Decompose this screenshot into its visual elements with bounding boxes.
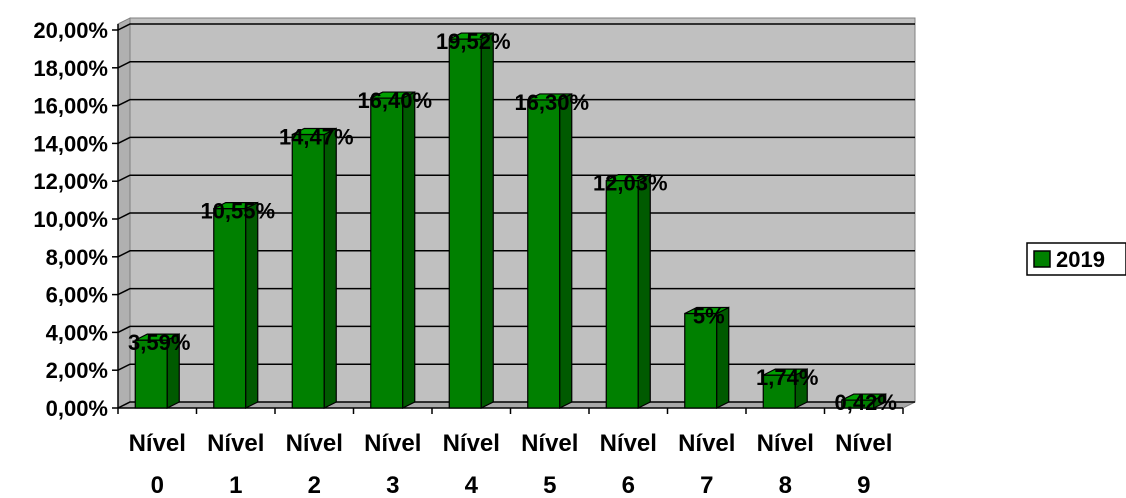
data-label: 10,55% [200,199,275,224]
x-tick-label: Nível 5 [521,430,578,498]
bar [134,333,180,409]
y-tick-label: 0,00% [46,396,108,421]
data-label: 3,59% [128,330,190,355]
y-axis: 0,00% 2,00% 4,00% 6,00% 8,00% 10,00% 12,00% 14,… [33,18,119,421]
y-tick-label: 14,00% [33,131,108,156]
bar-front [527,99,561,409]
x-tick-label: Nível 3 [364,430,421,498]
data-label: 5% [693,304,725,329]
gridline [117,98,915,107]
bar-side [323,127,337,409]
y-tick-label: 4,00% [46,320,108,345]
bar-top [527,93,573,101]
bar-top [134,333,180,341]
y-tick-label: 10,00% [33,207,108,232]
bar [448,32,494,409]
bar [291,127,337,409]
bar-side [245,201,259,409]
bar [841,393,887,409]
data-label: 16,30% [514,90,589,115]
y-tick-label: 12,00% [33,169,108,194]
gridline [117,61,915,69]
bar-top [213,202,259,210]
bar [370,91,416,409]
bar-front [213,208,247,409]
bar [684,306,730,409]
x-tick-label: Nível 4 [443,430,500,498]
bar [527,92,573,409]
bar-front [370,97,404,409]
gridline [117,363,915,371]
bar-top [448,32,494,40]
bar-top [684,306,730,315]
bar-top [762,368,808,376]
bar-front [762,374,796,409]
data-label: 1,74% [756,365,818,390]
data-label: 0,42% [835,390,897,415]
bar-side [637,173,651,409]
gridline [117,287,915,296]
bar-side [402,91,416,409]
legend: 2019 [1026,242,1126,276]
data-label: 19,52% [436,29,511,54]
gridline [117,212,915,220]
bar [213,201,259,409]
gridline [117,174,915,182]
data-labels: 3,59% 10,55% 14,47%16,40% 19,52% 16,30% 12,03… [128,29,897,415]
bar [762,368,808,409]
gridlines [117,23,915,409]
y-tick-label: 20,00% [33,18,108,43]
gridline [117,401,915,409]
x-tick-label: Nível 6 [600,430,657,498]
y-tick-label: 8,00% [46,245,108,270]
bar-side [559,92,573,409]
data-label: 14,47% [279,125,354,150]
x-tick-label: Nível 0 [129,430,186,498]
y-tick-label: 2,00% [46,358,108,383]
y-tick-label: 16,00% [33,94,108,119]
bar-top [841,393,887,401]
bars [134,32,887,409]
gridline [117,136,915,145]
bar-top [370,91,416,99]
gridline [117,23,915,31]
y-tick-label: 6,00% [46,283,108,308]
x-tick-label: Nível 7 [678,430,735,498]
bar-top [605,174,651,182]
bar-top [291,127,337,136]
x-tick-label: Nível 2 [286,430,343,498]
bar-front [291,133,325,409]
y-tick-label: 18,00% [33,56,108,81]
data-label: 12,03% [593,171,668,196]
x-tick-label: Nível 9 [835,430,892,498]
legend-label: 2019 [1056,247,1105,272]
x-axis: Nível 0 Nível 1 Nível 2 Nível 3 Nível 4 Nível 5 Níve… [117,407,904,498]
x-tick-label: Nível 1 [207,430,264,498]
gridline [117,325,915,334]
bar [605,173,651,409]
bar-side [480,32,494,409]
bar-front [448,38,482,409]
gridline [117,250,915,258]
data-label: 16,40% [357,88,432,113]
bar-front [605,180,639,409]
x-tick-label: Nível 8 [757,430,814,498]
legend-swatch [1033,250,1051,268]
